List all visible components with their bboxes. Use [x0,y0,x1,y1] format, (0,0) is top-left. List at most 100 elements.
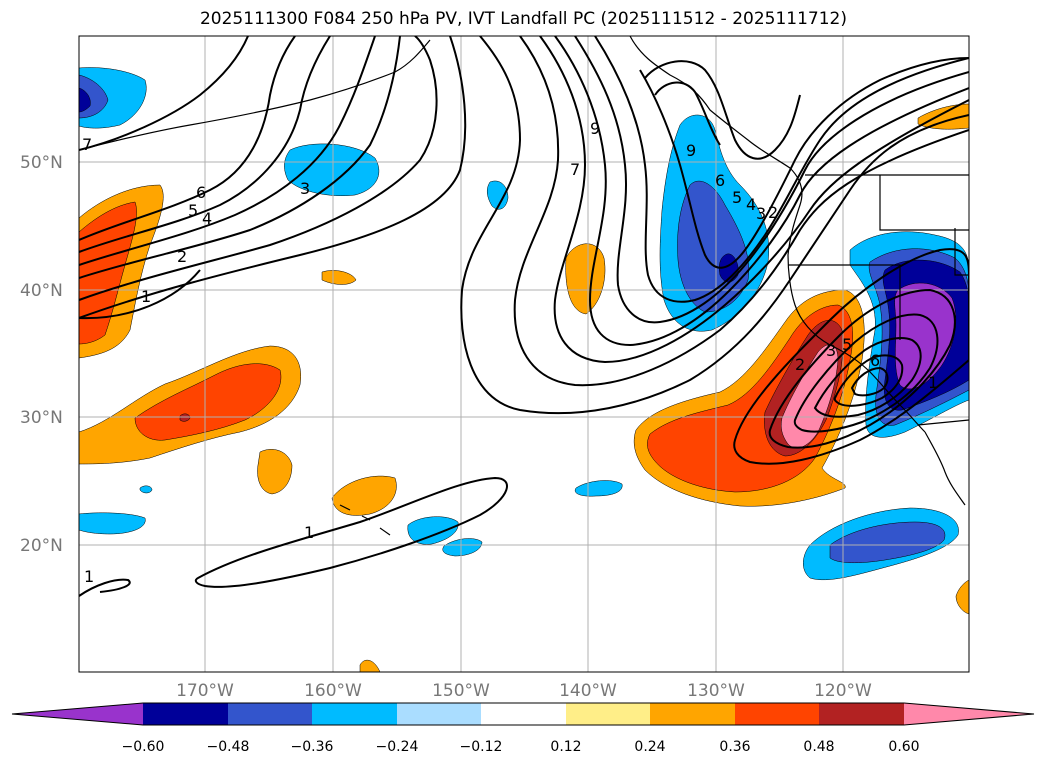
ivt-region-gulf-alaska-west [284,143,380,196]
contour-ca-6 [850,366,889,397]
coast-baja [924,431,966,506]
border-states-c [954,228,969,276]
pv-region-central-band-core [134,363,282,441]
contour-label: 1 [141,287,151,306]
ivt-region-sw-edge [79,512,146,535]
contour-trough-9 [644,60,801,160]
contour-label: 7 [570,160,580,179]
lon-label-130w: 130°W [687,681,745,701]
lon-label-150w: 150°W [432,681,490,701]
colorbar-tick: −0.48 [207,739,250,755]
colorbar-bin [819,703,904,725]
lon-label-170w: 170°W [176,681,234,701]
latitude-labels: 50°N 40°N 30°N 20°N [20,153,63,556]
colorbar-tick: −0.36 [291,739,334,755]
colorbar-tick: 0.24 [634,739,665,755]
border-mexico [917,419,969,426]
colorbar-tick: 0.48 [803,739,834,755]
colorbar-ticks: −0.60 −0.48 −0.36 −0.24 −0.12 0.12 0.24 … [122,739,920,755]
contour-label: 6 [196,183,206,202]
pv-region-se-edge [955,579,969,615]
colorbar-bin [228,703,312,725]
lat-label-50n: 50°N [20,153,63,173]
contour-label: 1 [304,523,314,542]
contour-label: 2 [177,247,187,266]
lon-label-160w: 160°W [304,681,362,701]
colorbar-extend-high [904,703,1034,725]
contour-label: 7 [82,135,92,154]
contour-sw-1 [79,578,131,597]
contour-label: 2 [795,355,805,374]
ivt-region-sw-small [139,485,153,494]
lat-label-20n: 20°N [20,536,63,556]
contour-label: 4 [746,195,756,214]
contour-label: 5 [188,201,198,220]
contour-west-2 [79,36,438,301]
ivt-region-hawaii-east-b [442,538,483,557]
border-states-a [879,175,969,231]
colorbar-extend-low [12,703,143,725]
colorbar-tick: 0.36 [719,739,750,755]
pv-region-small-40n [321,270,357,285]
contour-ca-2 [768,288,956,449]
contour-trough-4 [554,36,969,347]
contour-label: 1 [84,567,94,586]
colorbar-tick: −0.60 [122,739,165,755]
colorbar [11,702,1035,726]
colorbar-bin [650,703,735,725]
contour-subtropical-1 [194,476,508,588]
ivt-region-nw-corner-max [79,87,91,113]
contour-trough-6 [594,36,969,303]
contour-trough-7 [639,57,969,269]
contour-label: 4 [202,209,212,228]
contour-west-6 [79,36,296,241]
contour-label: 9 [686,141,696,160]
lon-label-140w: 140°W [559,681,617,701]
longitude-labels: 170°W 160°W 150°W 140°W 130°W 120°W [176,681,872,701]
coast-alaska [629,36,926,433]
contour-label: 3 [300,179,310,198]
contour-ca-3 [793,313,939,433]
colorbar-bin [481,703,566,725]
contour-label: 3 [756,204,766,223]
ivt-region-southeast-core [829,521,946,563]
map-title: 2025111300 F084 250 hPa PV, IVT Landfall… [199,9,847,29]
coast-aleutians [79,39,431,151]
contour-trough-3 [539,36,969,364]
contour-west-7 [79,36,249,151]
contour-label: 2 [768,203,778,222]
colorbar-bin [735,703,819,725]
ivt-region-small-north [487,180,509,210]
contour-trough-2 [513,36,969,387]
colorbar-tick: −0.12 [460,739,503,755]
contour-ca-5 [833,354,904,407]
pv-region-central-band-max [179,413,191,422]
colorbar-bin [143,703,228,725]
contour-west-1 [79,36,467,319]
coastlines [79,36,969,536]
lat-label-40n: 40°N [20,281,63,301]
pv-region-hawaii-north [257,449,293,495]
colorbar-tick: 0.12 [550,739,581,755]
colorbar-tick: −0.24 [376,739,419,755]
colorbar-outline [11,702,1035,726]
colorbar-tick: 0.60 [888,739,919,755]
contour-west-1b [79,269,201,320]
ivt-region-subtropical-small [574,480,623,497]
lat-label-30n: 30°N [20,408,63,428]
ivt-region-hawaii-east [407,516,459,545]
contour-label: 5 [842,335,852,354]
colorbar-bin [312,703,397,725]
contour-west-4 [79,36,376,266]
map-frame [78,35,970,673]
border-states-b [788,264,901,340]
contour-trough-outer [460,36,969,415]
contour-label: 1 [928,373,938,392]
contour-labels: 7 6 5 4 3 2 1 9 9 7 6 5 4 3 2 2 3 5 6 1 … [82,119,938,586]
contour-trough-9b [654,81,721,146]
contour-label: 5 [732,188,742,207]
contour-trough-5 [574,36,969,324]
colorbar-bin [397,703,481,725]
colorbar-bin [566,703,650,725]
